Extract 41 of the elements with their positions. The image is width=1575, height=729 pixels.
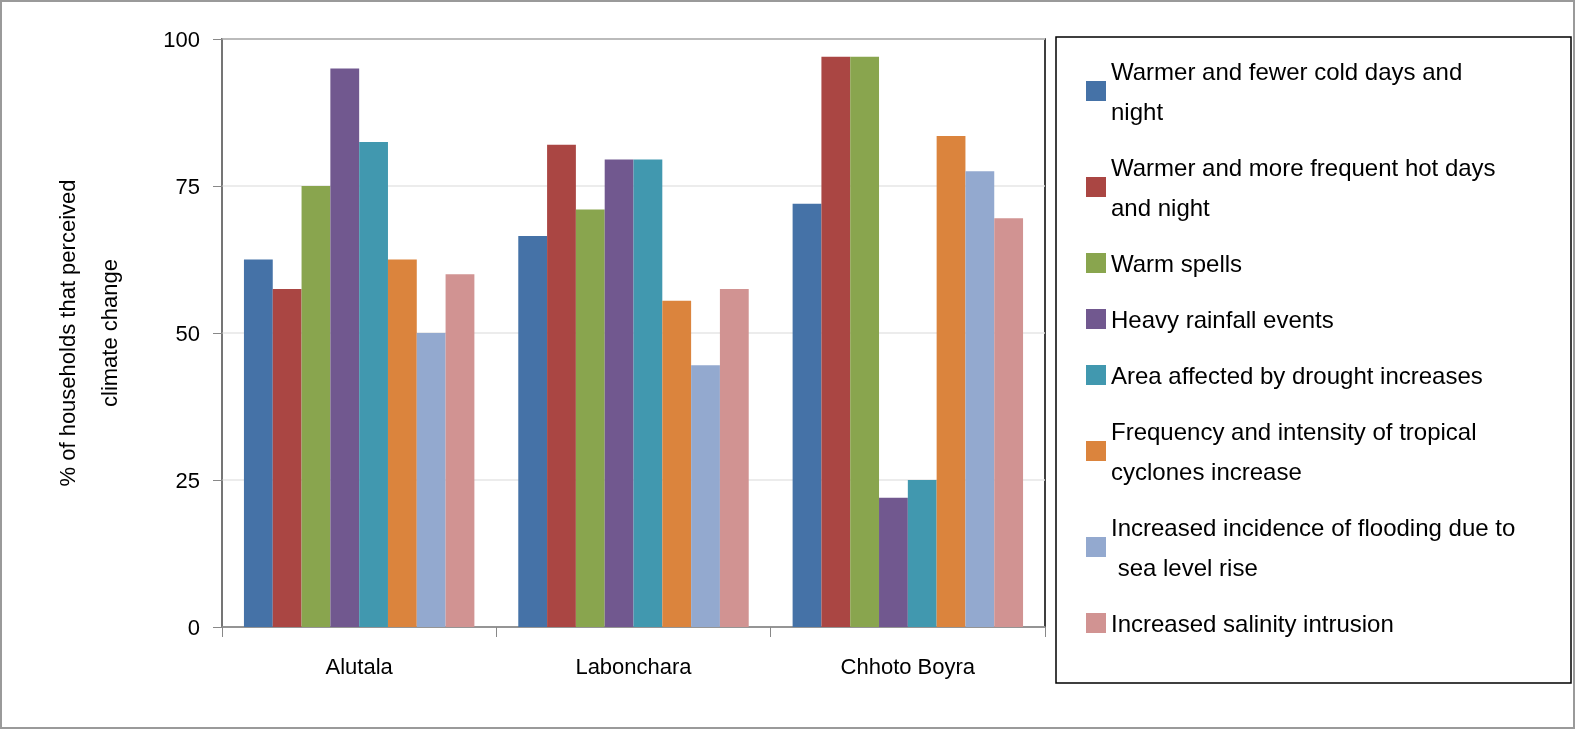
legend-label: Frequency and intensity of tropical cyclones increase <box>1111 417 1484 485</box>
y-axis-title: % of households that perceived climate change <box>54 179 122 487</box>
bar <box>821 56 851 627</box>
y-tick-label: 50 <box>175 320 200 346</box>
bar <box>243 259 273 627</box>
bar <box>879 497 908 627</box>
bar <box>936 136 966 627</box>
bar <box>575 209 605 627</box>
bar <box>633 159 663 627</box>
y-tick-label: 25 <box>175 467 200 493</box>
bar <box>272 288 302 627</box>
bar <box>965 171 995 627</box>
legend-label: Warmer and more frequent hot days and night <box>1111 153 1503 221</box>
bar <box>719 288 749 627</box>
bar <box>387 259 417 627</box>
x-tick-label: Alutala <box>325 653 394 679</box>
bar <box>359 141 388 627</box>
bar <box>301 186 331 627</box>
bar <box>662 300 692 627</box>
bar <box>416 333 446 627</box>
y-tick-label: 100 <box>163 26 200 52</box>
bar <box>994 218 1024 627</box>
bar <box>691 365 720 627</box>
legend-label: Increased incidence of flooding due to sea level rise <box>1111 513 1516 581</box>
bar <box>907 480 937 627</box>
bar <box>330 68 360 627</box>
legend-label: Warm spells <box>1111 249 1243 277</box>
legend-label: Area affected by drought increases <box>1111 361 1483 389</box>
x-tick-label: Chhoto Boyra <box>840 653 976 679</box>
bar <box>850 56 880 627</box>
legend-label: Increased salinity intrusion <box>1111 609 1394 637</box>
bar <box>792 203 822 627</box>
bar <box>547 144 576 627</box>
y-tick-label: 75 <box>175 173 200 199</box>
bar <box>604 159 634 627</box>
x-tick-label: Labonchara <box>575 653 693 679</box>
legend-label: Warmer and fewer cold days and night <box>1111 57 1469 125</box>
legend-label: Heavy rainfall events <box>1111 305 1334 333</box>
bar <box>445 274 475 627</box>
bar <box>518 235 548 627</box>
y-tick-label: 0 <box>187 614 200 640</box>
